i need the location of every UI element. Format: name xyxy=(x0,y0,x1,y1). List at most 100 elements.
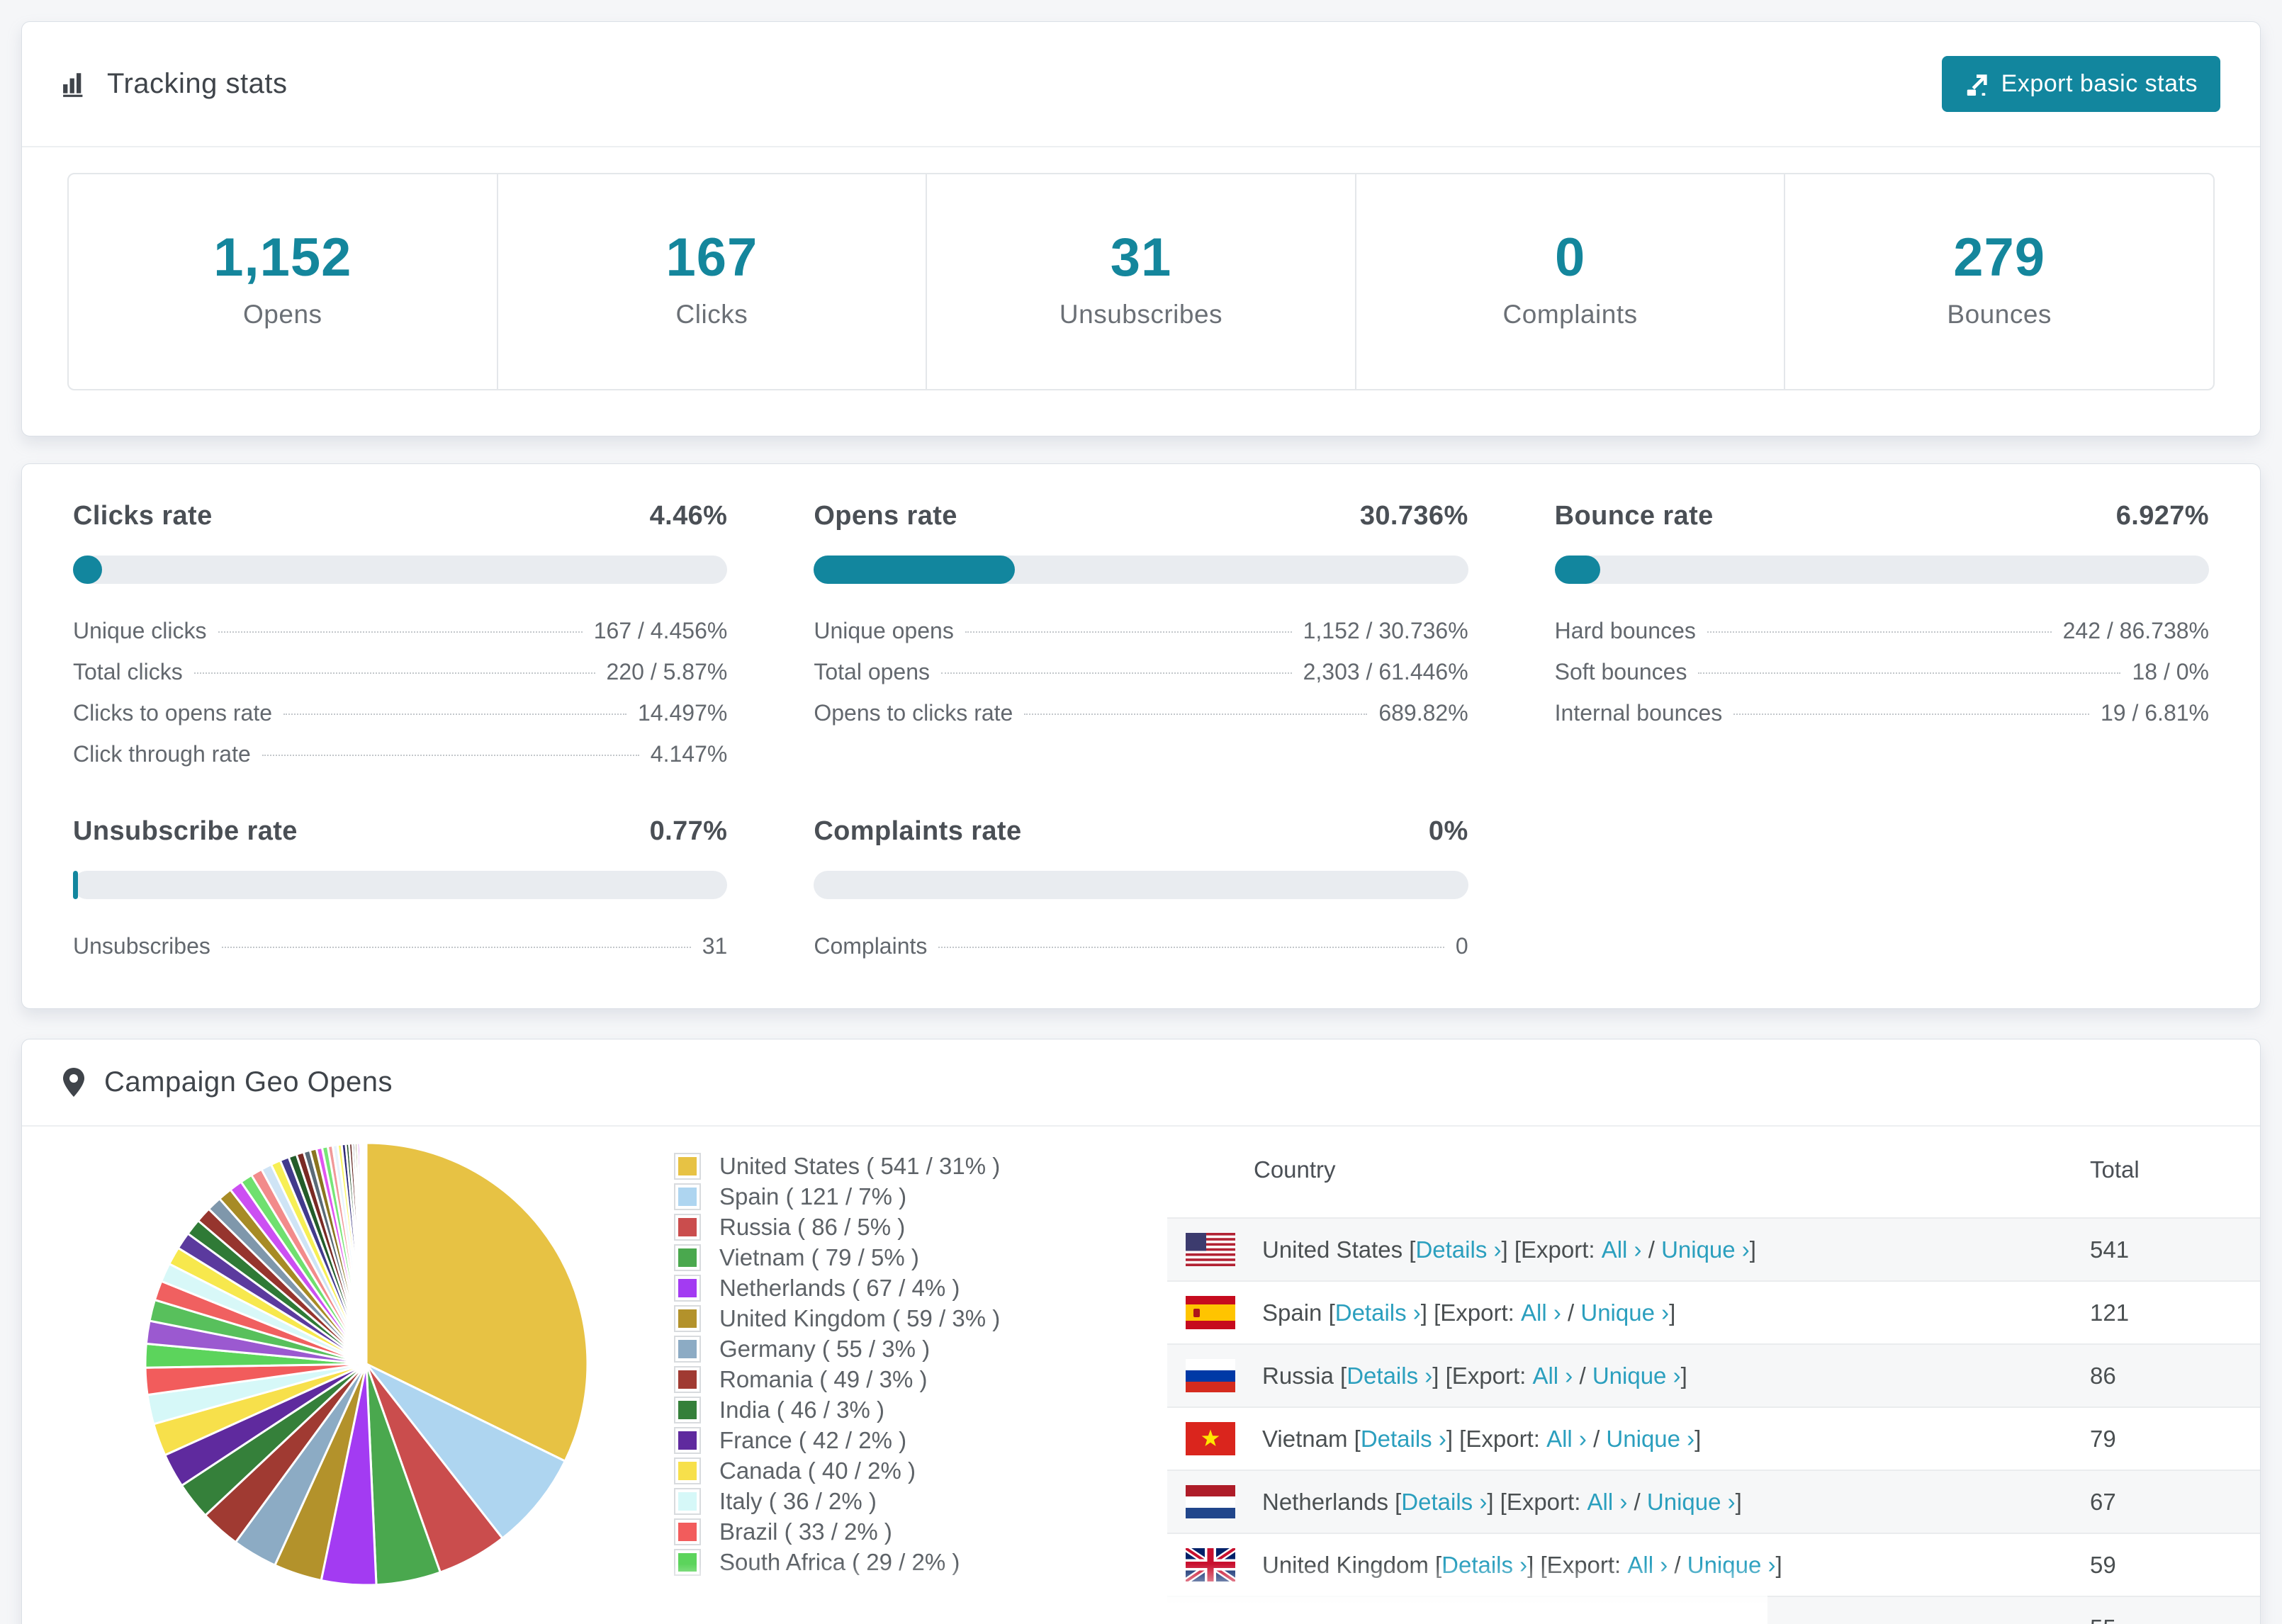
rate-row-value: 0 xyxy=(1455,933,1468,959)
rate-row-value: 242 / 86.738% xyxy=(2062,618,2209,643)
pie-slice[interactable] xyxy=(365,1363,567,1540)
legend-label: United States ( 541 / 31% ) xyxy=(719,1152,1001,1179)
country-cell: Germany [Details ›] [Export: All › / Uni… xyxy=(1167,1611,2090,1624)
details-link[interactable]: Details › xyxy=(1415,1236,1502,1263)
export-unique-link[interactable]: Unique › xyxy=(1606,1425,1695,1452)
tracking-stats-title-label: Tracking stats xyxy=(107,68,288,99)
export-all-link[interactable]: All › xyxy=(1532,1362,1573,1389)
legend-item: Romania ( 49 / 3% ) xyxy=(674,1364,1071,1394)
legend-label: India ( 46 / 3% ) xyxy=(719,1396,884,1423)
export-all-link[interactable]: All › xyxy=(1521,1299,1561,1326)
export-all-link[interactable]: All › xyxy=(1587,1488,1628,1515)
rate-row-value: 31 xyxy=(702,933,728,959)
rate-header: Complaints rate 0% xyxy=(814,816,1468,847)
rate-row-value: 167 / 4.456% xyxy=(593,618,728,643)
geo-table-header: Country Total xyxy=(1167,1127,2260,1217)
export-all-link[interactable]: All › xyxy=(1627,1551,1668,1578)
export-unique-link[interactable]: Unique › xyxy=(1580,1299,1670,1326)
stat-box: 31 Unsubscribes xyxy=(926,174,1355,389)
legend-swatch xyxy=(674,1365,701,1393)
legend-item: Spain ( 121 / 7% ) xyxy=(674,1181,1071,1212)
tracking-stats-title: Tracking stats xyxy=(62,68,287,100)
details-link[interactable]: Details › xyxy=(1441,1551,1528,1578)
export-basic-stats-button[interactable]: Export basic stats xyxy=(1941,56,2220,112)
rate-rows: Hard bounces 242 / 86.738% Soft bounces 18 … xyxy=(1554,601,2209,726)
details-link[interactable]: Details › xyxy=(1347,1362,1433,1389)
dotted-leader xyxy=(1707,631,2052,633)
legend-item: Canada ( 40 / 2% ) xyxy=(674,1455,1071,1486)
rate-value: 0% xyxy=(1428,816,1468,846)
table-row-de: Germany [Details ›] [Export: All › / Uni… xyxy=(1167,1596,2260,1624)
legend-label: Vietnam ( 79 / 5% ) xyxy=(719,1244,919,1270)
details-link[interactable]: Details › xyxy=(1371,1615,1457,1624)
details-link[interactable]: Details › xyxy=(1401,1488,1488,1515)
geo-country-table: Country Total United States [Details ›] … xyxy=(1167,1127,2260,1624)
legend-label: Germany ( 55 / 3% ) xyxy=(719,1335,931,1362)
geo-legend: United States ( 541 / 31% ) Spain ( 121 /… xyxy=(674,1151,1071,1577)
rate-rows: Complaints 0 xyxy=(814,916,1468,959)
legend-swatch xyxy=(674,1487,701,1515)
geo-opens-header: Campaign Geo Opens xyxy=(22,1039,2260,1127)
rate-row-value: 2,303 / 61.446% xyxy=(1303,659,1468,684)
rate-progress-bar xyxy=(814,871,1468,899)
rate-progress-fill xyxy=(814,556,1016,584)
legend-swatch xyxy=(674,1152,701,1180)
rate-title: Bounce rate xyxy=(1554,501,1714,531)
export-unique-link[interactable]: Unique › xyxy=(1661,1236,1750,1263)
export-unique-link[interactable]: Unique › xyxy=(1646,1488,1736,1515)
legend-label: South Africa ( 29 / 2% ) xyxy=(719,1548,960,1575)
pie-slice[interactable] xyxy=(365,1141,589,1463)
legend-item: Brazil ( 33 / 2% ) xyxy=(674,1516,1071,1547)
details-link[interactable]: Details › xyxy=(1360,1425,1446,1452)
rate-header: Clicks rate 4.46% xyxy=(73,501,727,531)
stat-box: 0 Complaints xyxy=(1354,174,1784,389)
export-all-link[interactable]: All › xyxy=(1546,1425,1587,1452)
country-name: Netherlands [ xyxy=(1262,1488,1402,1515)
legend-label: Russia ( 86 / 5% ) xyxy=(719,1213,906,1240)
rate-row: Complaints 0 xyxy=(814,916,1468,959)
dotted-leader xyxy=(218,631,583,633)
legend-label: Brazil ( 33 / 2% ) xyxy=(719,1518,892,1545)
stat-value: 0 xyxy=(1554,227,1586,288)
table-row-es: Spain [Details ›] [Export: All › / Uniqu… xyxy=(1167,1280,2260,1343)
export-all-link[interactable]: All › xyxy=(1601,1236,1642,1263)
details-link[interactable]: Details › xyxy=(1334,1299,1421,1326)
export-unique-link[interactable]: Unique › xyxy=(1617,1615,1706,1624)
legend-label: Canada ( 40 / 2% ) xyxy=(719,1457,916,1484)
stat-box: 1,152 Opens xyxy=(69,174,497,389)
legend-item: United Kingdom ( 59 / 3% ) xyxy=(674,1303,1071,1333)
table-row-vn: Vietnam [Details ›] [Export: All › / Uni… xyxy=(1167,1406,2260,1470)
rate-block-unsubscribe-rate: Unsubscribe rate 0.77% Unsubscribes 31 xyxy=(73,816,728,959)
bar-chart-icon xyxy=(62,69,91,99)
geo-pie-chart[interactable] xyxy=(140,1137,593,1591)
dotted-leader xyxy=(941,672,1292,674)
rate-progress-bar xyxy=(814,556,1468,584)
rate-row: Click through rate 4.147% xyxy=(73,724,727,767)
rate-progress-fill xyxy=(1554,556,1600,584)
table-row-gb: United Kingdom [Details ›] [Export: All … xyxy=(1167,1533,2260,1596)
rate-value: 0.77% xyxy=(649,816,728,846)
rate-block-opens-rate: Opens rate 30.736% Unique opens 1,152 / 30.… xyxy=(814,501,1468,765)
table-row-us: United States [Details ›] [Export: All ›… xyxy=(1167,1217,2260,1280)
rate-row-value: 19 / 6.81% xyxy=(2100,700,2209,726)
rate-row-label: Hard bounces xyxy=(1554,618,1696,643)
rate-row: Total clicks 220 / 5.87% xyxy=(73,642,727,684)
rate-row-label: Total opens xyxy=(814,659,930,684)
tracking-stats-header: Tracking stats Export basic stats xyxy=(22,22,2260,147)
country-cell: United States [Details ›] [Export: All ›… xyxy=(1167,1233,2090,1266)
export-unique-link[interactable]: Unique › xyxy=(1592,1362,1681,1389)
legend-item: South Africa ( 29 / 2% ) xyxy=(674,1547,1071,1577)
legend-item: France ( 42 / 2% ) xyxy=(674,1425,1071,1455)
rate-row-label: Unsubscribes xyxy=(73,933,210,959)
stat-box: 279 Bounces xyxy=(1784,174,2213,389)
export-unique-link[interactable]: Unique › xyxy=(1687,1551,1776,1578)
pie-slice[interactable] xyxy=(364,1141,368,1365)
rate-row-label: Soft bounces xyxy=(1554,659,1687,684)
country-cell: Spain [Details ›] [Export: All › / Uniqu… xyxy=(1167,1296,2090,1329)
rate-row-label: Click through rate xyxy=(73,741,251,767)
rate-row: Total opens 2,303 / 61.446% xyxy=(814,642,1468,684)
legend-label: Italy ( 36 / 2% ) xyxy=(719,1487,877,1514)
export-all-link[interactable]: All › xyxy=(1557,1615,1597,1624)
table-row-ru: Russia [Details ›] [Export: All › / Uniq… xyxy=(1167,1343,2260,1406)
country-name: Spain [ xyxy=(1262,1299,1335,1326)
